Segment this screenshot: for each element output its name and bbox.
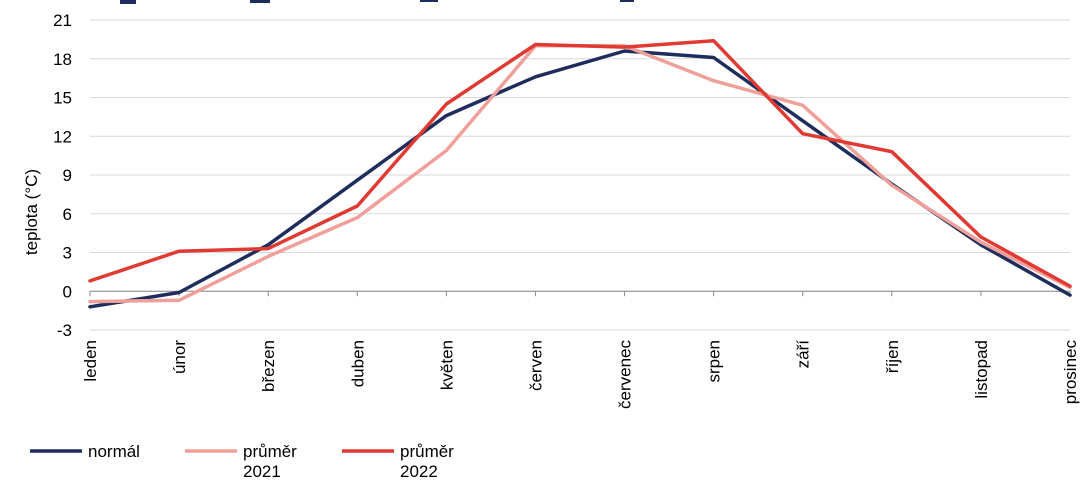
y-tick-label: 15 [53, 89, 72, 108]
y-axis-label: teplota (°C) [22, 169, 41, 255]
x-tick-label: srpen [705, 340, 724, 383]
x-tick-label: listopad [972, 340, 991, 399]
y-tick-label: 0 [63, 282, 72, 301]
clipped-title-fragment [120, 0, 634, 4]
y-tick-label: 12 [53, 127, 72, 146]
y-tick-label: 18 [53, 50, 72, 69]
y-axis-ticks: -3 0 3 6 9 12 15 18 21 [53, 11, 72, 340]
series-lines [88, 38, 1072, 309]
x-tick-label: leden [81, 340, 100, 382]
x-tick-label: květen [437, 340, 456, 390]
y-tick-label: -3 [57, 321, 72, 340]
series-line-1 [88, 49, 1072, 309]
x-tick-label: září [794, 340, 813, 369]
x-tick-label: říjen [883, 340, 902, 373]
legend-label-2: 2021 [243, 462, 281, 481]
x-tick-label: březen [259, 340, 278, 392]
x-tick-label: prosinec [1061, 340, 1080, 405]
series-line-3 [88, 38, 1072, 288]
x-axis [89, 290, 1071, 297]
legend-label-2: průměr [243, 442, 297, 461]
x-tick-label: červen [526, 340, 545, 391]
gridlines [90, 19, 1070, 331]
legend-label-3: průměr [400, 442, 454, 461]
y-tick-label: 21 [53, 11, 72, 30]
y-tick-label: 9 [63, 166, 72, 185]
legend-label-1: normál [88, 442, 140, 461]
x-tick-label: červenec [616, 340, 635, 409]
x-tick-label: duben [348, 340, 367, 387]
x-tick-label: únor [170, 340, 189, 374]
y-tick-label: 3 [63, 244, 72, 263]
legend-label-3: 2022 [400, 462, 438, 481]
y-tick-label: 6 [63, 205, 72, 224]
x-axis-ticks: leden únor březen duben květen červen červenec… [81, 340, 1080, 409]
